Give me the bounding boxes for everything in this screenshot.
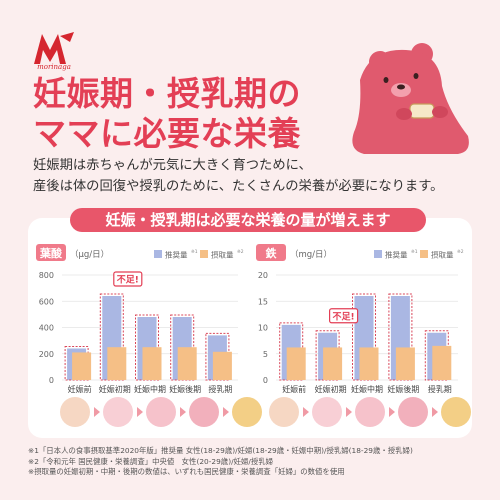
- legend-swatch-intake: [420, 250, 428, 258]
- bar-intake: [432, 345, 452, 380]
- bar-intake: [286, 347, 306, 380]
- bear-mascot-icon: [352, 43, 469, 154]
- callout-box: [113, 271, 143, 287]
- bar-intake: [72, 352, 92, 380]
- avatar-row: [0, 395, 500, 435]
- legend-note-intake: ※2: [237, 249, 244, 255]
- chart-title-tag: [256, 244, 286, 261]
- chart-title-tag: [36, 244, 66, 261]
- footnote-3: ※摂取量の妊娠初期・中期・後期の数値は、いずれも国民健康・栄養調査「妊婦」の数値…: [28, 467, 345, 476]
- bar-intake: [212, 351, 232, 380]
- headline-line-1: 妊娠期・授乳期の: [33, 74, 301, 113]
- y-tick-label: 0: [49, 376, 54, 385]
- x-tick-label: 授乳期: [208, 384, 232, 394]
- x-tick-label: 妊娠前: [282, 384, 306, 394]
- y-tick-label: 0: [263, 376, 268, 385]
- x-tick-label: 妊娠後期: [169, 384, 201, 394]
- bar-intake: [142, 347, 162, 380]
- legend-note-intake: ※2: [457, 249, 464, 255]
- morinaga-logo-icon: [34, 32, 74, 64]
- x-tick-label: 妊娠前: [68, 384, 92, 394]
- bar-recommended-outline: [424, 330, 449, 381]
- arrow-icon: [432, 407, 438, 417]
- bar-intake: [359, 347, 379, 380]
- legend-label-recommended: 推奨量: [165, 250, 188, 260]
- y-tick-label: 15: [258, 297, 268, 306]
- footnotes: ※1「日本人の食事摂取基準2020年版」推奨量 女性(18-29歳)/妊婦(18…: [28, 446, 478, 478]
- legend-swatch-recommended: [374, 250, 382, 258]
- arrow-icon: [223, 407, 229, 417]
- pregnant-early-icon: [103, 397, 133, 427]
- banner: 妊娠・授乳期は必要な栄養の量が増えます: [70, 208, 426, 232]
- arrow-icon: [303, 407, 309, 417]
- legend-label-intake: 摂取量: [211, 250, 234, 260]
- bar-recommended-outline: [315, 330, 340, 381]
- pregnant-mid-icon: [146, 397, 176, 427]
- x-tick-label: 妊娠後期: [387, 384, 419, 394]
- legend-swatch-intake: [200, 250, 208, 258]
- chart-title: 鉄: [266, 246, 278, 260]
- pregnant-late-icon: [398, 397, 428, 427]
- headline-line-2: ママに必要な栄養: [33, 114, 301, 153]
- y-tick-label: 600: [39, 297, 54, 306]
- pregnant-mid-icon: [355, 397, 385, 427]
- x-tick-label: 妊娠中期: [351, 384, 383, 394]
- y-tick-label: 800: [39, 271, 54, 280]
- legend-note-recommended: ※1: [411, 249, 418, 255]
- bar-intake: [107, 347, 127, 380]
- arrow-icon: [346, 407, 352, 417]
- callout-text: 不足!: [333, 311, 355, 322]
- x-tick-label: 妊娠中期: [134, 384, 166, 394]
- x-tick-label: 授乳期: [428, 384, 452, 394]
- chart-unit: （μg/日）: [70, 249, 109, 260]
- brand-name: morinaga: [37, 63, 71, 71]
- x-tick-label: 妊娠初期: [315, 384, 347, 394]
- arrow-icon: [180, 407, 186, 417]
- y-tick-label: 20: [258, 271, 268, 280]
- subtext-line-2: 産後は体の回復や授乳のために、たくさんの栄養が必要になります。: [33, 179, 444, 194]
- y-tick-label: 5: [263, 350, 268, 359]
- bar-intake: [323, 347, 343, 380]
- y-tick-label: 10: [258, 324, 268, 333]
- bar-intake: [395, 347, 415, 380]
- callout-text: 不足!: [117, 275, 139, 286]
- mother-baby-icon: [441, 397, 471, 427]
- chart-unit: （mg/日）: [290, 249, 332, 260]
- x-tick-label: 妊娠初期: [99, 384, 131, 394]
- pregnant-late-icon: [189, 397, 219, 427]
- chart-title: 葉酸: [39, 246, 63, 260]
- legend-label-intake: 摂取量: [431, 250, 454, 260]
- legend-label-recommended: 推奨量: [385, 250, 408, 260]
- y-tick-label: 400: [39, 324, 54, 333]
- woman-icon: [60, 397, 90, 427]
- legend-note-recommended: ※1: [191, 249, 198, 255]
- subtext-line-1: 妊娠期は赤ちゃんが元気に大きく育つために、: [33, 158, 312, 173]
- callout-box: [329, 308, 359, 324]
- mother-baby-icon: [232, 397, 262, 427]
- pregnant-early-icon: [312, 397, 342, 427]
- footnote-2: ※2「令和元年 国民健康・栄養調査」中央値 女性(20-29歳)/妊婦/授乳婦: [28, 456, 274, 466]
- woman-icon: [269, 397, 299, 427]
- y-tick-label: 200: [39, 350, 54, 359]
- arrow-icon: [137, 407, 143, 417]
- footnote-1: ※1「日本人の食事摂取基準2020年版」推奨量 女性(18-29歳)/妊婦(18…: [28, 446, 413, 455]
- arrow-icon: [94, 407, 100, 417]
- legend-swatch-recommended: [154, 250, 162, 258]
- arrow-icon: [389, 407, 395, 417]
- bar-intake: [177, 347, 197, 380]
